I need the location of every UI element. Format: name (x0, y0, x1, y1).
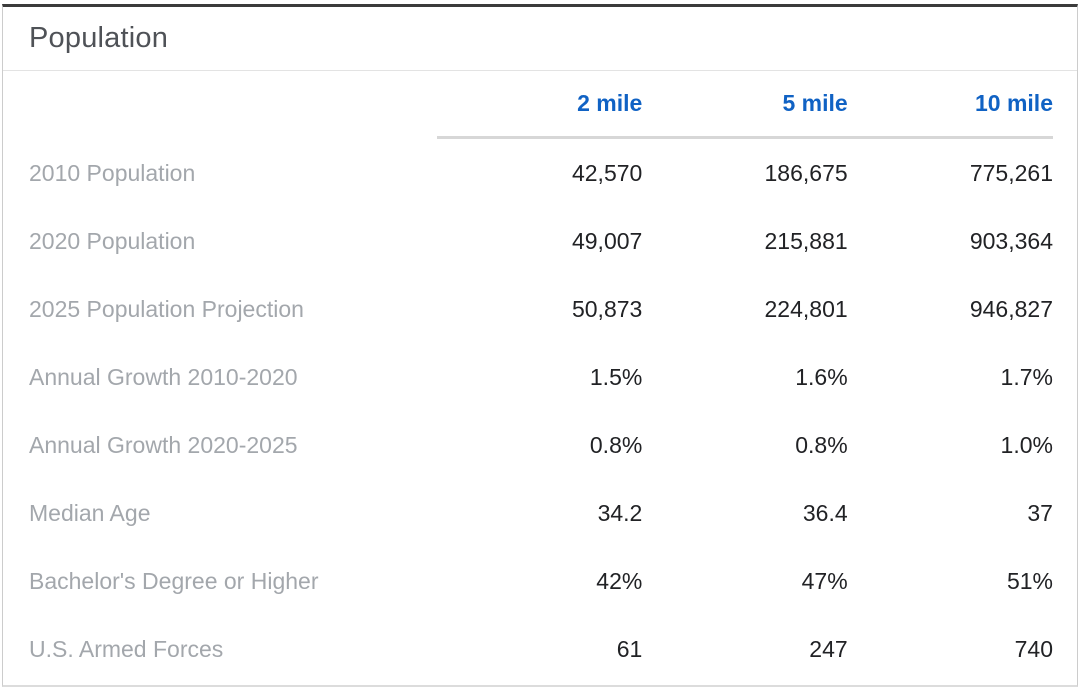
cell-value: 51% (1006, 567, 1053, 594)
cell-value: 50,873 (571, 295, 643, 322)
table-row: Median Age 34.2 36.4 37 (29, 479, 1053, 547)
table-row: 2020 Population 49,007 215,881 903,364 (29, 207, 1053, 275)
panel-title: Population (29, 22, 169, 54)
header-values-group: 2 mile 5 mile 10 mile (437, 71, 1053, 139)
panel-title-bar: Population (3, 7, 1077, 71)
cell-value: 903,364 (969, 227, 1053, 254)
table-row: Annual Growth 2020-2025 0.8% 0.8% 1.0% (29, 411, 1053, 479)
cell-value: 1.0% (1000, 431, 1053, 458)
cell-value: 47% (801, 567, 848, 594)
cell-value: 1.7% (1000, 363, 1053, 390)
cell-value: 49,007 (571, 227, 643, 254)
row-label: Median Age (29, 499, 151, 526)
row-label: Bachelor's Degree or Higher (29, 567, 319, 594)
column-header-10-mile[interactable]: 10 mile (974, 90, 1053, 116)
cell-value: 0.8% (589, 431, 643, 458)
table-row: Annual Growth 2010-2020 1.5% 1.6% 1.7% (29, 343, 1053, 411)
row-label: 2025 Population Projection (29, 295, 304, 322)
row-label: 2020 Population (29, 227, 196, 254)
cell-value: 247 (809, 635, 848, 662)
row-label: 2010 Population (29, 159, 196, 186)
cell-value: 215,881 (764, 227, 848, 254)
header-label-spacer (29, 71, 437, 139)
cell-value: 37 (1027, 499, 1053, 526)
cell-value: 36.4 (802, 499, 848, 526)
row-label: Annual Growth 2020-2025 (29, 431, 298, 458)
column-header-2-mile[interactable]: 2 mile (577, 90, 643, 116)
cell-value: 186,675 (764, 159, 848, 186)
table-row: U.S. Armed Forces 61 247 740 (29, 615, 1053, 683)
cell-value: 224,801 (764, 295, 848, 322)
cell-value: 740 (1014, 635, 1053, 662)
cell-value: 42% (596, 567, 643, 594)
cell-value: 946,827 (969, 295, 1053, 322)
cell-value: 1.5% (589, 363, 643, 390)
cell-value: 1.6% (795, 363, 848, 390)
cell-value: 775,261 (969, 159, 1053, 186)
column-header-5-mile[interactable]: 5 mile (782, 90, 848, 116)
demographics-table: 2 mile 5 mile 10 mile 2010 Population 42… (3, 71, 1077, 683)
cell-value: 42,570 (571, 159, 643, 186)
table-header-row: 2 mile 5 mile 10 mile (29, 71, 1053, 139)
row-label: Annual Growth 2010-2020 (29, 363, 298, 390)
row-label: U.S. Armed Forces (29, 635, 224, 662)
cell-value: 61 (616, 635, 643, 662)
cell-value: 0.8% (795, 431, 848, 458)
table-row: Bachelor's Degree or Higher 42% 47% 51% (29, 547, 1053, 615)
population-panel: Population 2 mile 5 mile 10 mile 2010 Po… (2, 4, 1078, 687)
table-row: 2010 Population 42,570 186,675 775,261 (29, 139, 1053, 207)
table-row: 2025 Population Projection 50,873 224,80… (29, 275, 1053, 343)
cell-value: 34.2 (597, 499, 643, 526)
